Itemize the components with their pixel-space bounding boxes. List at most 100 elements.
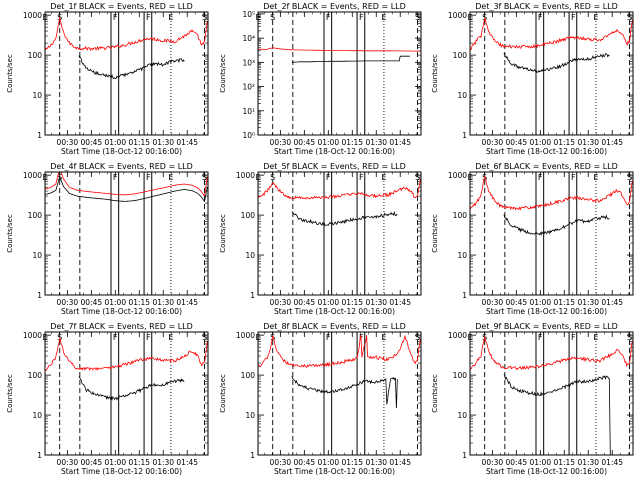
x-tick-label: 01:30 bbox=[365, 298, 387, 307]
x-tick-label: 00:45 bbox=[294, 458, 316, 467]
y-tick-label: 1 bbox=[462, 291, 467, 300]
x-tick-label: 01:00 bbox=[104, 138, 126, 147]
y-tick-label: 1000 bbox=[236, 331, 255, 340]
events-series-line bbox=[503, 52, 610, 73]
x-axis-label: Start Time (18-Oct-12 00:16:00) bbox=[61, 307, 182, 316]
x-tick-label: 01:15 bbox=[553, 298, 575, 307]
x-tick-label: 01:15 bbox=[341, 138, 363, 147]
x-tick-label: 01:00 bbox=[317, 298, 339, 307]
event-marker-label: F bbox=[571, 173, 576, 182]
y-tick-label: 10 bbox=[32, 251, 42, 260]
events-series-line bbox=[503, 374, 611, 455]
y-tick-label: 1000 bbox=[448, 171, 467, 180]
x-tick-label: 01:00 bbox=[529, 298, 551, 307]
y-axis-label: Counts/sec bbox=[6, 374, 14, 413]
event-marker-label: F bbox=[146, 13, 151, 22]
x-axis-label: Start Time (18-Oct-12 00:16:00) bbox=[61, 147, 182, 156]
x-tick-label: 01:30 bbox=[577, 458, 599, 467]
x-axis-label: Start Time (18-Oct-12 00:16:00) bbox=[274, 147, 395, 156]
x-axis-label: Start Time (18-Oct-12 00:16:00) bbox=[61, 467, 182, 476]
lld-series-line bbox=[45, 337, 208, 372]
y-tick-label: 1000 bbox=[448, 11, 467, 20]
y-tick-label: 100 bbox=[453, 51, 468, 60]
y-axis-label: Counts/sec bbox=[219, 374, 227, 413]
x-tick-label: 01:15 bbox=[128, 298, 150, 307]
y-axis-label: Counts/sec bbox=[6, 214, 14, 253]
x-tick-label: 01:45 bbox=[601, 138, 623, 147]
event-marker-label: E bbox=[381, 333, 386, 342]
event-marker-label: F bbox=[113, 333, 118, 342]
chart-panel-3: Det_3f BLACK = Events, RED = LLD Counts/s… bbox=[431, 2, 634, 156]
y-tick-label: 100 bbox=[453, 211, 468, 220]
y-tick-label: 1000 bbox=[448, 331, 467, 340]
lld-series-line bbox=[45, 172, 208, 198]
event-marker-label: S bbox=[270, 13, 275, 22]
y-tick-label: 100 bbox=[28, 51, 43, 60]
plot-frame bbox=[44, 11, 209, 136]
y-tick-label: 100 bbox=[28, 371, 43, 380]
x-tick-label: 01:45 bbox=[176, 298, 198, 307]
y-tick-label: 10³ bbox=[242, 58, 255, 67]
lld-series-line bbox=[470, 175, 633, 211]
x-tick-label: 00:30 bbox=[482, 138, 504, 147]
x-tick-label: 01:00 bbox=[529, 458, 551, 467]
y-tick-label: 100 bbox=[28, 211, 43, 220]
event-marker-label: E bbox=[381, 173, 386, 182]
event-marker-label: F bbox=[538, 173, 543, 182]
x-tick-label: 00:30 bbox=[57, 138, 79, 147]
x-tick-label: 01:00 bbox=[317, 458, 339, 467]
x-tick-label: 00:45 bbox=[294, 138, 316, 147]
y-tick-label: 1000 bbox=[236, 171, 255, 180]
event-marker-label: E bbox=[168, 13, 173, 22]
event-marker-label: E bbox=[593, 173, 598, 182]
y-tick-label: 1000 bbox=[23, 331, 42, 340]
y-tick-label: 10 bbox=[245, 411, 255, 420]
x-tick-label: 01:30 bbox=[365, 458, 387, 467]
x-axis-label: Start Time (18-Oct-12 00:16:00) bbox=[486, 147, 607, 156]
chart-title: Det_7f BLACK = Events, RED = LLD bbox=[50, 322, 193, 331]
chart-title: Det_1f BLACK = Events, RED = LLD bbox=[50, 2, 193, 11]
y-tick-label: 10² bbox=[242, 83, 255, 92]
x-tick-label: 01:45 bbox=[389, 138, 411, 147]
x-tick-label: 00:45 bbox=[506, 298, 528, 307]
chart-title: Det_3f BLACK = Events, RED = LLD bbox=[475, 2, 618, 11]
y-tick-label: 100 bbox=[453, 371, 468, 380]
chart-title: Det_9f BLACK = Events, RED = LLD bbox=[475, 322, 618, 331]
y-tick-label: 10⁵ bbox=[242, 10, 255, 19]
x-tick-label: 01:00 bbox=[104, 298, 126, 307]
x-tick-label: 01:30 bbox=[365, 138, 387, 147]
x-axis-label: Start Time (18-Oct-12 00:16:00) bbox=[486, 307, 607, 316]
plot-frame bbox=[469, 11, 634, 136]
chart-title: Det_6f BLACK = Events, RED = LLD bbox=[475, 162, 618, 171]
y-axis-label: Counts/sec bbox=[431, 374, 439, 413]
x-tick-label: 00:30 bbox=[482, 458, 504, 467]
x-tick-label: 01:15 bbox=[553, 458, 575, 467]
chart-panel-7: Det_7f BLACK = Events, RED = LLD Counts/s… bbox=[6, 322, 209, 476]
y-tick-label: 1 bbox=[37, 131, 42, 140]
x-tick-label: 01:15 bbox=[128, 138, 150, 147]
event-marker-label: F bbox=[359, 13, 364, 22]
x-tick-label: 00:45 bbox=[81, 138, 103, 147]
event-marker-label: F bbox=[326, 173, 331, 182]
x-axis-label: Start Time (18-Oct-12 00:16:00) bbox=[274, 307, 395, 316]
y-tick-label: 1000 bbox=[23, 11, 42, 20]
x-tick-label: 01:30 bbox=[577, 298, 599, 307]
event-marker-label: F bbox=[359, 173, 364, 182]
plot-frame bbox=[257, 171, 422, 296]
event-marker-label: F bbox=[113, 173, 118, 182]
y-tick-label: 10¹ bbox=[242, 107, 255, 116]
plot-frame bbox=[44, 331, 209, 456]
y-tick-label: 100 bbox=[241, 211, 256, 220]
x-tick-label: 01:30 bbox=[152, 138, 174, 147]
chart-title: Det_5f BLACK = Events, RED = LLD bbox=[263, 162, 406, 171]
event-marker-label: S bbox=[627, 173, 632, 182]
plot-frame bbox=[44, 171, 209, 296]
event-marker-label: S bbox=[415, 13, 420, 22]
event-marker-label: S bbox=[415, 173, 420, 182]
events-series-line bbox=[291, 55, 410, 63]
event-marker-label: S bbox=[415, 333, 420, 342]
event-marker-label: S bbox=[202, 333, 207, 342]
event-marker-label: F bbox=[113, 13, 118, 22]
y-tick-label: 10 bbox=[457, 91, 467, 100]
x-tick-label: 01:15 bbox=[553, 138, 575, 147]
